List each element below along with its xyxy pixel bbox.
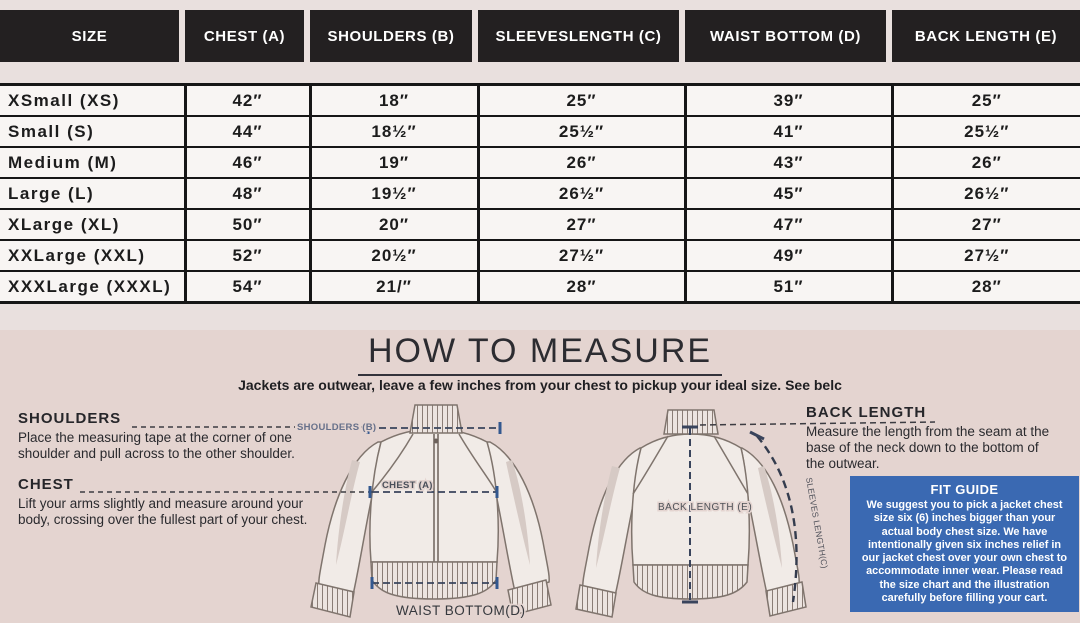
- table-row: Medium (M) 46″ 19″ 26″ 43″ 26″: [0, 146, 1080, 178]
- size-chart-section: SIZE CHEST (A) SHOULDERS (B) SLEEVESLENGTH …: [0, 10, 1080, 304]
- table-cell: XSmall (XS): [8, 90, 120, 110]
- table-cell: 18½″: [308, 115, 478, 147]
- table-cell: 26″: [476, 146, 685, 178]
- table-cell: 26½″: [890, 177, 1080, 209]
- chest-instruction-block: CHEST Lift your arms slightly and measur…: [18, 476, 330, 528]
- column-header-4: WAIST BOTTOM (D): [685, 10, 886, 62]
- jacket-measure-diagram: SHOULDERS (B) CHEST (A) WAIST BOTTOM(D) …: [80, 404, 936, 620]
- measurement-lines: [80, 421, 936, 604]
- table-cell: 18″: [308, 84, 478, 116]
- fit-guide-text: We suggest you to pick a jacket chest si…: [861, 499, 1068, 605]
- table-cell: 47″: [683, 208, 892, 240]
- back-jacket-illustration: [575, 409, 807, 618]
- table-cell: 25″: [890, 84, 1080, 116]
- back-length-text: Measure the length from the seam at the …: [806, 424, 1050, 471]
- column-header-0: SIZE: [0, 10, 179, 62]
- size-table-body: XSmall (XS) 42″ 18″ 25″ 39″ 25″ Small (S) 44″ 18…: [0, 84, 1080, 303]
- column-header-5: BACK LENGTH (E): [892, 10, 1080, 62]
- table-cell: 41″: [683, 115, 892, 147]
- waist-bottom-diagram-label: WAIST BOTTOM(D): [396, 603, 526, 618]
- table-cell: 19″: [308, 146, 478, 178]
- table-cell: 20½″: [308, 239, 478, 271]
- table-cell: 28″: [890, 270, 1080, 303]
- table-cell: 51″: [683, 270, 892, 303]
- table-cell: XXLarge (XXL): [0, 239, 185, 271]
- table-row: Large (L) 48″ 19½″ 26½″ 45″ 26½″: [0, 177, 1080, 209]
- back-length-diagram-label: BACK LENGTH (E): [658, 502, 752, 513]
- chest-heading: CHEST: [18, 476, 74, 493]
- table-cell: 27½″: [890, 239, 1080, 271]
- table-cell: 45″: [683, 177, 892, 209]
- table-cell: 50″: [183, 208, 310, 240]
- table-cell: XLarge (XL): [0, 208, 185, 240]
- size-table-header: SIZE CHEST (A) SHOULDERS (B) SLEEVESLENGTH …: [0, 10, 1080, 62]
- shoulders-text: Place the measuring tape at the corner o…: [18, 430, 295, 461]
- table-cell: 27″: [476, 208, 685, 240]
- table-cell: 42″: [183, 84, 310, 116]
- front-jacket-illustration: [310, 404, 552, 618]
- chest-text: Lift your arms slightly and measure arou…: [18, 496, 308, 527]
- table-cell: 49″: [683, 239, 892, 271]
- table-cell: 25½″: [476, 115, 685, 147]
- back-length-instruction-block: BACK LENGTH Measure the length from the …: [806, 404, 1058, 471]
- table-cell: 46″: [183, 146, 310, 178]
- shoulders-heading: SHOULDERS: [18, 410, 122, 427]
- table-row: XSmall (XS) 42″ 18″ 25″ 39″ 25″: [0, 84, 1080, 116]
- table-cell: Small (S): [0, 115, 185, 147]
- table-cell: 27½″: [476, 239, 685, 271]
- table-cell: 26½″: [476, 177, 685, 209]
- table-cell: 21/″: [308, 270, 478, 303]
- table-cell: 25½″: [890, 115, 1080, 147]
- fit-guide-title: FIT GUIDE: [930, 482, 999, 497]
- how-to-measure-title: HOW TO MEASURE: [357, 332, 723, 376]
- table-cell: 25″: [476, 84, 685, 116]
- table-cell: 20″: [308, 208, 478, 240]
- column-header-3: SLEEVESLENGTH (C): [478, 10, 679, 62]
- table-cell: 27″: [890, 208, 1080, 240]
- how-to-measure-section: SHOULDERS (B) CHEST (A) WAIST BOTTOM(D) …: [0, 330, 1080, 623]
- sleeves-length-diagram-label: SLEEVES LENGTH(C): [804, 477, 830, 570]
- table-cell: 52″: [183, 239, 310, 271]
- table-row: XLarge (XL) 50″ 20″ 27″ 47″ 27″: [0, 208, 1080, 240]
- fit-guide-box: FIT GUIDE We suggest you to pick a jacke…: [850, 476, 1079, 613]
- how-to-measure-subtitle: Jackets are outwear, leave a few inches …: [238, 377, 842, 393]
- chest-diagram-label: CHEST (A): [382, 480, 433, 491]
- size-table: XSmall (XS) 42″ 18″ 25″ 39″ 25″ Small (S) 44″ 18…: [0, 83, 1080, 304]
- table-cell: Large (L): [0, 177, 185, 209]
- table-cell: 19½″: [308, 177, 478, 209]
- table-cell: 48″: [183, 177, 310, 209]
- column-header-1: CHEST (A): [185, 10, 304, 62]
- table-row: XXLarge (XXL) 52″ 20½″ 27½″ 49″ 27½″: [0, 239, 1080, 271]
- table-cell: 54″: [183, 270, 310, 303]
- table-row: Small (S) 44″ 18½″ 25½″ 41″ 25½″: [0, 115, 1080, 147]
- table-cell: XXXLarge (XXXL): [0, 270, 185, 303]
- table-cell: 44″: [183, 115, 310, 147]
- column-header-2: SHOULDERS (B): [310, 10, 472, 62]
- table-cell: 26″: [890, 146, 1080, 178]
- table-cell: 39″: [683, 84, 892, 116]
- shoulders-instruction-block: SHOULDERS Place the measuring tape at th…: [18, 410, 330, 462]
- table-cell: 43″: [683, 146, 892, 178]
- shoulders-diagram-label: SHOULDERS (B): [297, 422, 376, 433]
- back-length-heading: BACK LENGTH: [806, 404, 927, 421]
- table-cell: Medium (M): [0, 146, 185, 178]
- table-cell: 28″: [476, 270, 685, 303]
- table-row: XXXLarge (XXXL) 54″ 21/″ 28″ 51″ 28″: [0, 270, 1080, 303]
